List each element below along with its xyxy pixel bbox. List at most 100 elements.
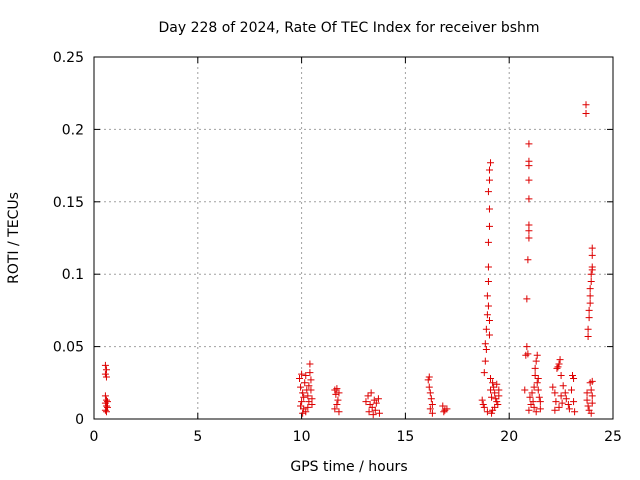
data-point — [101, 392, 109, 400]
data-point — [524, 350, 532, 358]
data-point — [302, 372, 310, 380]
data-point — [588, 251, 596, 259]
data-point — [557, 372, 565, 380]
data-point — [529, 398, 537, 406]
data-point — [479, 401, 487, 409]
data-point — [585, 306, 593, 314]
data-point — [301, 379, 309, 387]
data-point — [554, 363, 562, 371]
data-point — [588, 244, 596, 252]
data-point — [587, 270, 595, 278]
data-point — [495, 392, 503, 400]
data-point — [369, 411, 377, 419]
data-point — [552, 398, 560, 406]
data-point — [365, 408, 373, 416]
data-point — [531, 364, 539, 372]
data-point — [487, 374, 495, 382]
data-point — [302, 408, 310, 416]
data-point — [585, 314, 593, 322]
data-point — [588, 399, 596, 407]
data-point — [306, 360, 314, 368]
data-point — [582, 109, 590, 117]
data-point — [372, 399, 380, 407]
data-point — [102, 408, 110, 416]
data-point — [551, 389, 559, 397]
data-point — [586, 292, 594, 300]
data-point — [297, 383, 305, 391]
data-point — [484, 188, 492, 196]
data-point — [333, 385, 341, 393]
y-tick-label: 0.15 — [53, 195, 84, 211]
data-point — [565, 405, 573, 413]
data-point — [567, 386, 575, 394]
data-point — [334, 396, 342, 404]
data-point — [299, 389, 307, 397]
x-tick-label: 10 — [293, 429, 311, 445]
data-point — [487, 159, 495, 167]
data-point — [571, 408, 579, 416]
data-point — [375, 409, 383, 417]
data-point — [525, 176, 533, 184]
data-point — [588, 392, 596, 400]
data-point — [525, 195, 533, 203]
data-point — [561, 389, 569, 397]
data-point — [528, 389, 536, 397]
data-point — [536, 405, 544, 413]
data-point — [307, 386, 315, 394]
y-tick-label: 0.05 — [53, 340, 84, 356]
data-point — [103, 403, 111, 411]
data-point — [440, 408, 448, 416]
data-point — [584, 325, 592, 333]
data-point — [525, 221, 533, 229]
data-point — [480, 369, 488, 377]
data-point — [483, 311, 491, 319]
data-point — [364, 392, 372, 400]
data-point — [489, 379, 497, 387]
data-point — [532, 408, 540, 416]
data-point — [485, 222, 493, 230]
data-point — [428, 401, 436, 409]
data-point — [296, 374, 304, 382]
data-point — [101, 361, 109, 369]
data-point — [521, 386, 529, 394]
data-point — [555, 403, 563, 411]
data-point — [583, 396, 591, 404]
y-tick-label: 0.1 — [62, 267, 84, 283]
data-point — [483, 292, 491, 300]
data-point — [304, 403, 312, 411]
data-point — [556, 356, 564, 364]
x-axis-label: GPS time / hours — [290, 459, 407, 475]
data-point — [532, 357, 540, 365]
data-point — [490, 383, 498, 391]
data-points — [101, 101, 596, 419]
x-tick-label: 15 — [396, 429, 414, 445]
data-point — [524, 256, 532, 264]
data-point — [484, 263, 492, 271]
data-point — [306, 369, 314, 377]
data-point — [549, 383, 557, 391]
x-tick-label: 5 — [193, 429, 202, 445]
data-point — [583, 389, 591, 397]
data-point — [494, 401, 502, 409]
data-point — [551, 406, 559, 414]
data-point — [553, 364, 561, 372]
data-point — [587, 409, 595, 417]
data-point — [525, 157, 533, 165]
data-point — [485, 166, 493, 174]
data-point — [487, 386, 495, 394]
data-point — [102, 366, 110, 374]
data-point — [584, 402, 592, 410]
data-point — [478, 396, 486, 404]
data-point — [443, 405, 451, 413]
y-tick-label: 0.2 — [62, 122, 84, 138]
data-point — [304, 392, 312, 400]
data-point — [588, 377, 596, 385]
data-point — [485, 176, 493, 184]
data-point — [425, 383, 433, 391]
data-point — [299, 409, 307, 417]
y-tick-label: 0.25 — [53, 50, 84, 66]
x-tick-label: 25 — [604, 429, 622, 445]
data-point — [297, 402, 305, 410]
data-point — [484, 238, 492, 246]
axis-ticks: 0 5 10 15 20 25 0 0.05 0.1 0.15 0.2 0.25 — [53, 50, 622, 445]
